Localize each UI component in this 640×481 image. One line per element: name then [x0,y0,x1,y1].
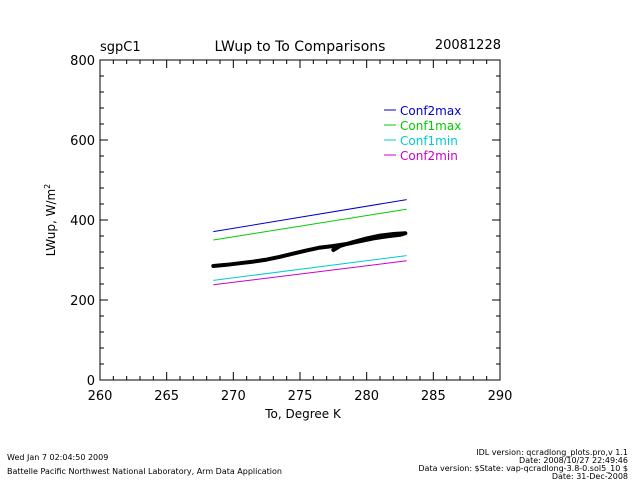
x-axis-label: To, Degree K [264,407,342,421]
date-label: 20081228 [435,38,501,53]
series-line-conf1min [213,255,407,281]
x-tick-label: 265 [154,389,179,404]
x-tick-label: 290 [488,389,513,404]
series-lines [213,199,407,286]
legend-label: Conf1max [400,119,461,133]
site-label: sgpC1 [100,40,141,55]
observation-band [211,231,408,268]
y-tick-label: 800 [70,54,95,69]
chart-title: LWup to To Comparisons [215,39,386,55]
legend-label: Conf2min [400,149,458,163]
data-date: Date: 31-Dec-2008 [551,472,628,481]
legend-label: Conf2max [400,104,461,118]
series-line-conf1max [213,208,407,241]
idl-date: Date: 2008/10/27 22:49:46 [519,456,628,465]
x-tick-label: 260 [88,389,113,404]
x-axis: 260 265 270 275 280 285 290 [88,60,513,404]
series-line-conf2min [213,260,407,286]
series-line-conf2max [213,199,407,233]
y-axis: 0 200 400 600 800 [70,54,500,389]
observations [211,231,408,268]
run-date: Wed Jan 7 02:04:50 2009 [7,453,109,462]
x-tick-label: 275 [288,389,313,404]
x-tick-label: 270 [221,389,246,404]
legend-label: Conf1min [400,134,458,148]
idl-version: IDL version: qcradlong_plots.pro,v 1.1 [476,448,628,457]
y-axis-label: LWup, W/m2 [43,184,58,257]
y-tick-label: 400 [70,214,95,229]
y-tick-label: 0 [87,374,95,389]
y-tick-label: 200 [70,294,95,309]
data-version: Data version: $State: vap-qcradlong-3.8-… [418,464,628,473]
x-tick-label: 280 [354,389,379,404]
y-tick-label: 600 [70,134,95,149]
x-tick-label: 285 [421,389,446,404]
organization-label: Battelle Pacific Northwest National Labo… [7,467,282,476]
